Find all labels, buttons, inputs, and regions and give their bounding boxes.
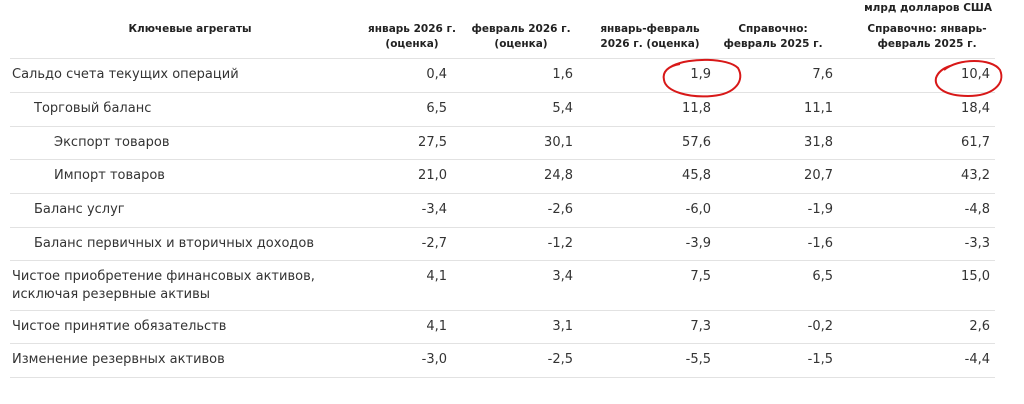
- cell-value: 18,4: [961, 101, 990, 116]
- cell-value: 3,4: [552, 269, 573, 284]
- row-divider: [10, 159, 995, 160]
- cell-value: 43,2: [961, 168, 990, 183]
- cell-value: 57,6: [682, 134, 711, 150]
- cell-value: 11,1: [804, 101, 833, 116]
- row-label: Чистое приобретение финансовых активов, …: [12, 269, 315, 302]
- cell-value: 4,1: [426, 269, 447, 284]
- cell-value: 1,6: [552, 67, 573, 82]
- cell-value: -5,5: [685, 352, 711, 367]
- cell-value: -1,6: [807, 235, 833, 251]
- hand-circle: [934, 60, 1003, 98]
- cell-value: 20,7: [804, 168, 833, 183]
- row-divider: [10, 126, 995, 127]
- row-label: Изменение резервных активов: [12, 352, 225, 367]
- cell-value: 6,5: [812, 269, 833, 284]
- cell-value: 6,5: [426, 101, 447, 116]
- row-label: Экспорт товаров: [54, 134, 170, 150]
- cell-value: 21,0: [418, 168, 447, 183]
- cell-value: -2,6: [547, 202, 573, 217]
- row-label: Чистое принятие обязательств: [12, 318, 227, 334]
- column-header: Справочно: январь-февраль 2025 г.: [867, 23, 987, 50]
- row-divider: [10, 310, 995, 311]
- column-header: январь-февраль 2026 г. (оценка): [600, 23, 700, 50]
- cell-value: 3,1: [552, 318, 573, 334]
- cell-value: -1,9: [807, 202, 833, 217]
- cell-value: -3,4: [421, 202, 447, 217]
- cell-value: 24,8: [544, 168, 573, 183]
- cell-value: 31,8: [804, 134, 833, 150]
- row-divider: [10, 92, 995, 93]
- row-label: Сальдо счета текущих операций: [12, 67, 239, 82]
- cell-value: 2,6: [969, 318, 990, 334]
- column-header: Справочно: февраль 2025 г.: [723, 23, 823, 50]
- cell-value: -3,9: [685, 235, 711, 251]
- cell-value: 15,0: [961, 269, 990, 284]
- cell-value: -3,3: [964, 235, 990, 251]
- cell-value: 0,4: [426, 67, 447, 82]
- row-divider: [10, 377, 995, 378]
- row-divider: [10, 193, 995, 194]
- column-header: Ключевые агрегаты: [128, 23, 252, 35]
- cell-value: 4,1: [426, 318, 447, 334]
- cell-value: 5,4: [552, 101, 573, 116]
- row-label: Баланс первичных и вторичных доходов: [34, 235, 315, 251]
- cell-value: 10,4: [961, 67, 990, 82]
- cell-value: 30,1: [544, 134, 573, 150]
- row-label: Импорт товаров: [54, 168, 165, 183]
- column-header: февраль 2026 г. (оценка): [471, 23, 571, 50]
- row-divider: [10, 343, 995, 344]
- column-header: январь 2026 г. (оценка): [368, 23, 456, 50]
- cell-value: -1,2: [547, 235, 573, 251]
- cell-value: 7,5: [690, 269, 711, 284]
- cell-value: -4,8: [964, 202, 990, 217]
- cell-value: -6,0: [685, 202, 711, 217]
- row-divider: [10, 58, 995, 59]
- cell-value: 45,8: [682, 168, 711, 183]
- row-label: Торговый баланс: [34, 101, 152, 116]
- cell-value: -1,5: [807, 352, 833, 367]
- cell-value: -3,0: [421, 352, 447, 367]
- cell-value: -0,2: [807, 318, 833, 334]
- row-divider: [10, 227, 995, 228]
- cell-value: 1,9: [690, 67, 711, 82]
- row-divider: [10, 260, 995, 261]
- unit-label: млрд долларов США: [864, 2, 992, 14]
- cell-value: 7,3: [690, 318, 711, 334]
- cell-value: 7,6: [812, 67, 833, 82]
- cell-value: 27,5: [418, 134, 447, 150]
- cell-value: -2,7: [421, 235, 447, 251]
- cell-value: 11,8: [682, 101, 711, 116]
- hand-circle: [662, 58, 742, 98]
- cell-value: -2,5: [547, 352, 573, 367]
- cell-value: -4,4: [964, 352, 990, 367]
- cell-value: 61,7: [961, 134, 990, 150]
- row-label: Баланс услуг: [34, 202, 125, 217]
